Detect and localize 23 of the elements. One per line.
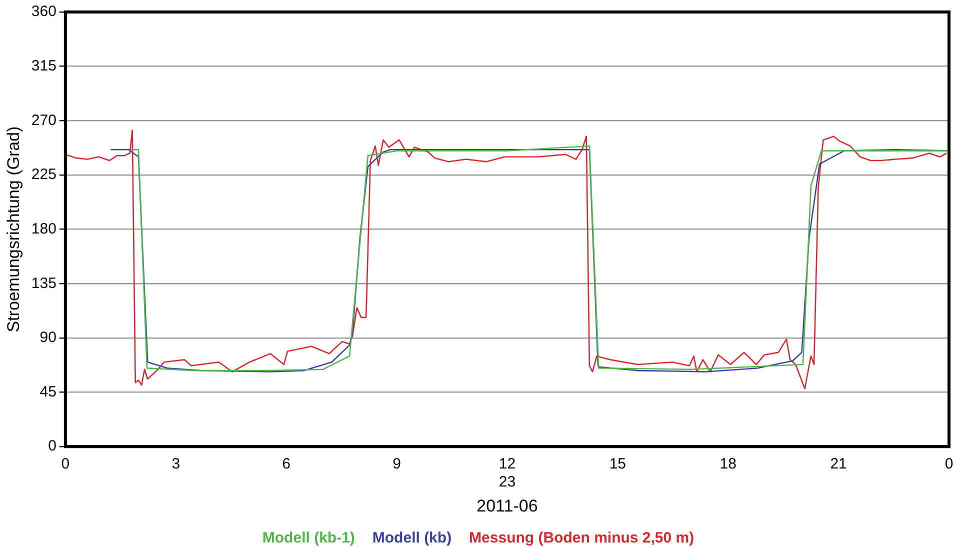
text: Messung (Boden minus 2,50 m)	[469, 530, 694, 547]
y-tick-label: 180	[31, 220, 56, 238]
y-tick-label: 270	[31, 112, 56, 129]
y-tick-label: 360	[31, 3, 56, 20]
x-tick-label: 6	[282, 456, 290, 473]
y-tick-label: 45	[40, 383, 56, 400]
x-tick-label: 15	[609, 456, 626, 473]
x-tick-label: 0	[61, 456, 70, 473]
x-tick-label: 3	[172, 456, 180, 473]
x-tick-label: 18	[720, 456, 736, 473]
x-tick-label: 0	[944, 456, 954, 473]
x-tick-label: 12 23	[498, 456, 516, 491]
y-axis-title: Stroemungsrichtung (Grad)	[4, 126, 23, 332]
x-tick-label: 9	[392, 456, 401, 473]
y-tick-label: 0	[48, 438, 56, 455]
text: Modell (kb)	[372, 530, 452, 547]
y-tick-label: 315	[31, 57, 56, 74]
y-tick-label: 90	[40, 329, 56, 346]
y-tick-label: 225	[31, 166, 56, 184]
x-tick-label: 21	[830, 456, 847, 473]
y-tick-label: 135	[31, 274, 56, 292]
text: Modell (kb-1)	[262, 530, 355, 547]
x-axis-title: 2011-06	[476, 496, 538, 516]
